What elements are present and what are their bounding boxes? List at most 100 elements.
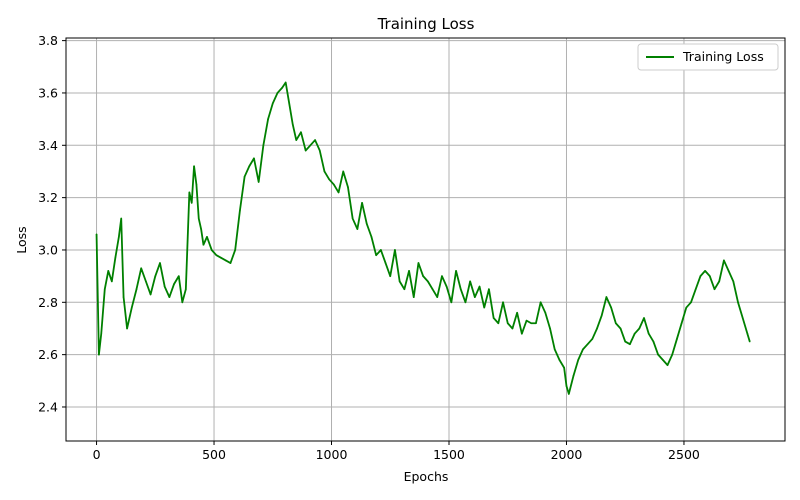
data-point [478, 285, 481, 288]
grid [66, 38, 785, 441]
data-point [662, 359, 664, 361]
data-point [436, 296, 439, 298]
data-point [732, 280, 735, 283]
y-tick-label: 3.2 [38, 190, 58, 205]
data-point [257, 181, 260, 183]
data-point [243, 175, 246, 178]
data-point [193, 165, 195, 168]
data-point [680, 322, 683, 325]
data-point [281, 86, 283, 89]
data-point [718, 280, 721, 283]
data-point [333, 183, 335, 186]
data-point [516, 311, 518, 314]
y-tick-label: 3.8 [38, 33, 58, 48]
data-point [638, 327, 641, 330]
data-point [351, 217, 354, 220]
data-point [441, 275, 443, 277]
data-point [469, 280, 471, 283]
data-point [690, 301, 692, 304]
legend: Training Loss [637, 43, 779, 71]
data-point [149, 293, 152, 296]
data-point [135, 288, 138, 291]
data-point [229, 262, 232, 264]
data-point [572, 374, 575, 377]
data-point [408, 270, 410, 272]
data-point [506, 322, 509, 325]
x-tick-label: 0 [93, 447, 101, 462]
data-point [304, 149, 307, 152]
data-point [699, 275, 702, 277]
data-point [197, 217, 200, 220]
data-point [177, 275, 180, 277]
plot-frame [65, 37, 786, 442]
data-point [95, 233, 98, 236]
data-point [521, 332, 523, 335]
x-tick-label: 500 [202, 447, 226, 462]
data-point [190, 202, 193, 204]
data-point [643, 317, 645, 319]
data-point [474, 296, 476, 298]
data-point [295, 139, 298, 141]
data-point [723, 259, 725, 262]
data-point [394, 249, 396, 251]
data-point [596, 327, 598, 330]
x-tick-label: 2000 [551, 447, 583, 462]
data-point [210, 249, 213, 251]
data-point [544, 311, 547, 314]
data-point [202, 243, 205, 246]
data-point [154, 275, 157, 277]
y-tick-label: 2.8 [38, 295, 58, 310]
data-point [427, 280, 429, 283]
data-point [483, 306, 486, 309]
x-tick-label: 2500 [668, 447, 700, 462]
y-tick-label: 3.6 [38, 85, 58, 100]
data-point [300, 131, 302, 134]
data-point [671, 353, 674, 356]
data-point [185, 288, 187, 291]
data-point [389, 275, 392, 277]
data-point [126, 327, 128, 330]
data-point [103, 288, 106, 291]
data-point [450, 301, 453, 304]
series-line [95, 81, 751, 395]
y-axis: 2.4 2.6 2.8 3.0 3.2 3.4 3.6 3.8 [38, 33, 66, 414]
data-point [459, 288, 462, 291]
data-point [741, 317, 744, 319]
data-point [253, 157, 255, 160]
data-point [291, 123, 294, 126]
data-point [492, 317, 495, 319]
data-point [239, 209, 241, 212]
data-point [530, 322, 533, 325]
data-point [629, 343, 631, 345]
legend-box [637, 43, 779, 71]
data-point [633, 332, 636, 335]
data-point [356, 228, 359, 230]
y-axis-title: Loss [14, 226, 29, 253]
data-point [563, 366, 565, 369]
data-point [337, 191, 340, 194]
data-point [288, 102, 291, 105]
x-tick-label: 1000 [316, 447, 348, 462]
y-tick-label: 2.6 [38, 347, 58, 362]
data-point [610, 306, 612, 309]
data-point [173, 283, 175, 285]
data-point [361, 202, 363, 204]
data-point [709, 275, 711, 277]
y-tick-label: 2.4 [38, 399, 58, 414]
data-point [314, 139, 316, 141]
data-point [181, 301, 184, 304]
data-point [163, 285, 166, 288]
data-point [431, 288, 434, 291]
data-point [553, 348, 556, 351]
data-point [215, 254, 218, 256]
data-point [666, 364, 669, 366]
data-point [403, 288, 406, 291]
data-point [347, 186, 349, 188]
data-point [234, 249, 236, 251]
data-point [600, 314, 603, 317]
data-point [565, 385, 568, 387]
data-point [370, 236, 373, 238]
data-point [737, 301, 739, 304]
data-point [704, 270, 706, 272]
